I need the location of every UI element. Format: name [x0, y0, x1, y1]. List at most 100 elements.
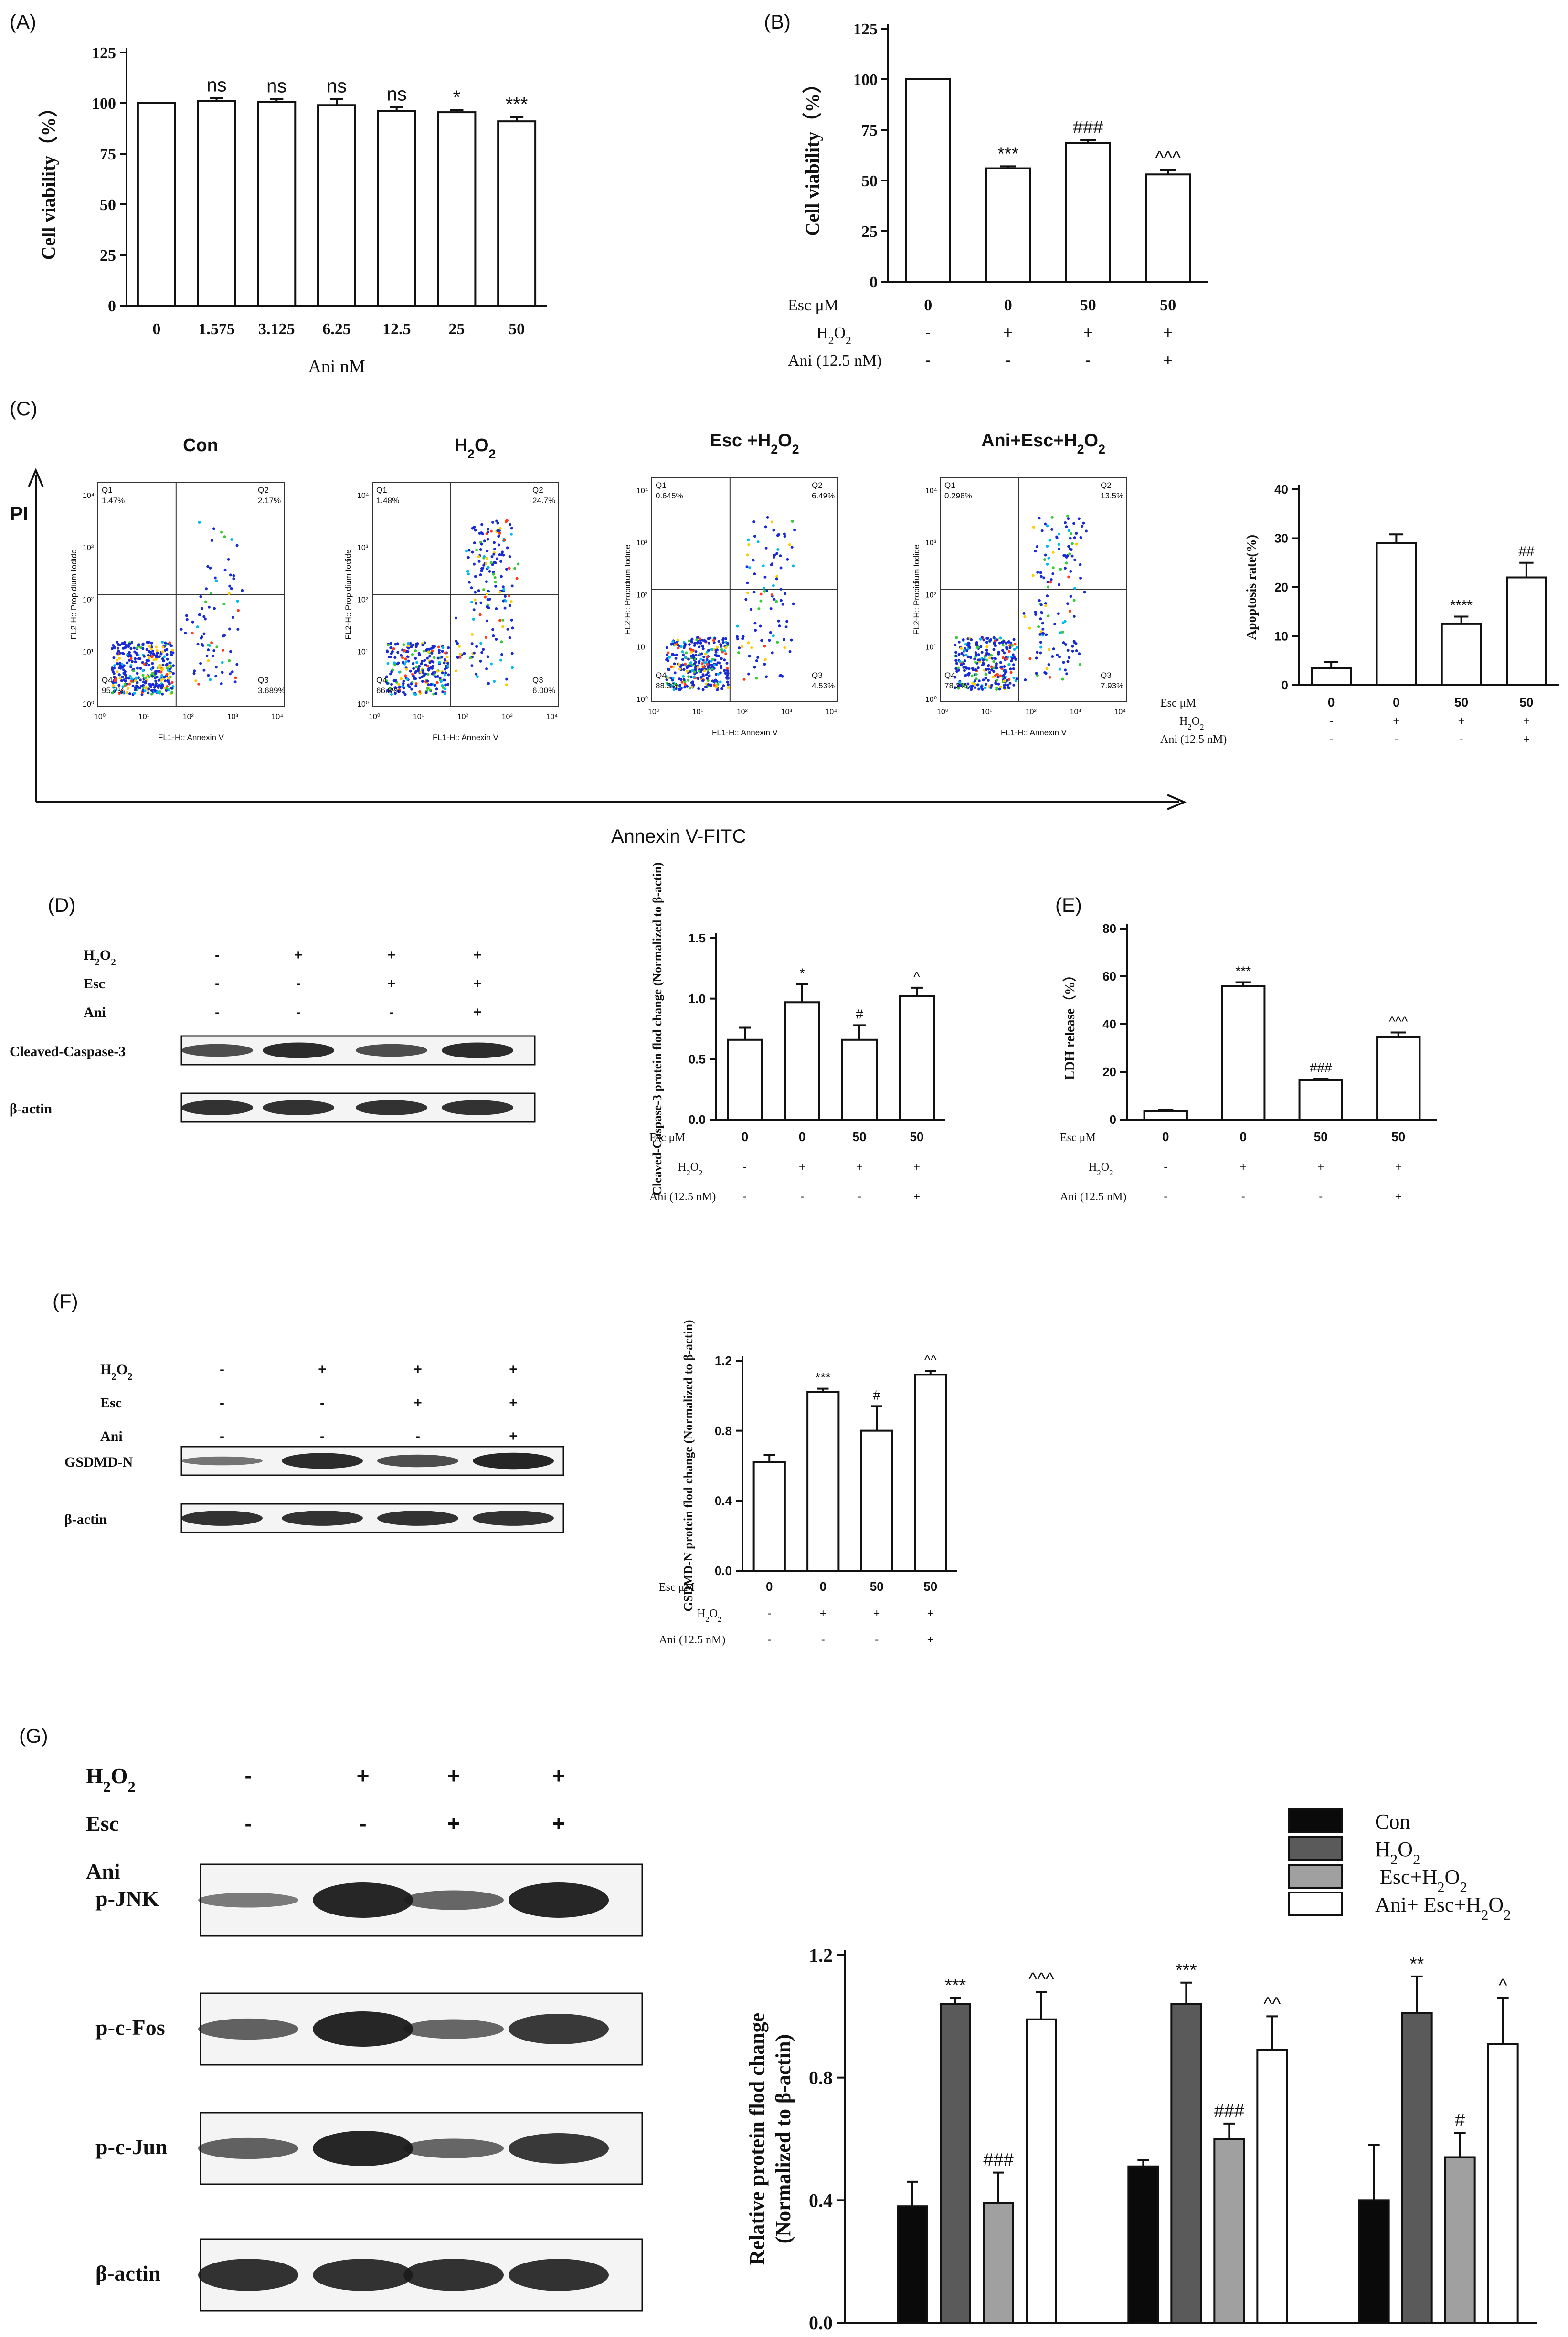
event-dot: [498, 553, 501, 556]
quadrant-name: Q3: [812, 671, 823, 680]
event-dot: [161, 683, 164, 687]
event-dot: [752, 559, 755, 562]
blot-condition-value: -: [359, 1811, 366, 1836]
event-dot: [665, 646, 668, 649]
y-axis-title: Cell viability（%）: [802, 74, 823, 236]
event-dot: [1057, 543, 1060, 546]
event-dot: [671, 677, 675, 680]
significance-mark: ^^: [924, 1353, 937, 1367]
event-dot: [426, 679, 429, 683]
event-dot: [1070, 542, 1074, 545]
protein-band: [509, 2133, 609, 2164]
quadrant-name: Q4: [102, 676, 113, 685]
event-dot: [756, 540, 760, 544]
event-dot: [976, 666, 980, 670]
x-tick-label: 50: [923, 1579, 937, 1594]
event-dot: [975, 641, 978, 644]
x-tick-label: p-JNK: [945, 2333, 1009, 2337]
event-dot: [501, 625, 505, 628]
event-dot: [112, 644, 115, 647]
event-dot: [143, 662, 146, 666]
event-dot: [168, 688, 171, 692]
event-dot: [214, 666, 218, 669]
event-dot: [1005, 670, 1008, 674]
protein-band: [313, 2259, 413, 2291]
event-dot: [476, 675, 479, 678]
y-tick-label: 25: [100, 247, 116, 264]
event-dot: [389, 655, 392, 658]
event-dot: [964, 674, 967, 677]
event-dot: [781, 603, 784, 606]
flow-y-tick: 10¹: [83, 648, 94, 656]
x-tick-label: 50: [1314, 1130, 1328, 1144]
condition-value: +: [1083, 324, 1093, 342]
event-dot: [206, 565, 210, 568]
condition-label: Ani (12.5 nM): [788, 352, 882, 370]
event-dot: [123, 682, 127, 686]
event-dot: [1009, 667, 1012, 671]
event-dot: [128, 692, 131, 696]
event-dot: [410, 687, 413, 691]
y-axis-title: GSDMD-N protein flod change (Normalized …: [681, 1320, 695, 1611]
event-dot: [976, 683, 979, 687]
flow-y-tick: 10⁰: [357, 700, 369, 709]
event-dot: [157, 678, 160, 682]
event-dot: [1007, 663, 1011, 666]
event-dot: [481, 532, 484, 535]
x-tick-label: 50: [1391, 1130, 1405, 1144]
event-dot: [1066, 602, 1070, 605]
event-dot: [1065, 555, 1068, 559]
event-dot: [495, 519, 498, 523]
protein-band: [509, 1882, 609, 1918]
significance-mark: ^^^: [1028, 1969, 1054, 1989]
event-dot: [437, 651, 441, 654]
event-dot: [994, 674, 997, 677]
protein-band: [198, 2259, 298, 2291]
significance-mark: ^^: [1263, 1994, 1281, 2014]
event-dot: [497, 535, 500, 538]
event-dot: [517, 562, 520, 566]
event-dot: [965, 649, 969, 653]
quadrant-percent: 13.5%: [1101, 491, 1123, 500]
event-dot: [127, 645, 130, 648]
bar: [897, 2205, 928, 2324]
flow-plot-title: Ani+Esc+H2O2: [981, 431, 1105, 456]
event-dot: [776, 641, 779, 644]
bar: [1145, 173, 1191, 283]
bar: [914, 1374, 947, 1572]
event-dot: [499, 560, 503, 563]
flow-x-tick: 10⁴: [271, 713, 283, 721]
event-dot: [119, 664, 122, 667]
event-dot: [230, 587, 233, 590]
event-dot: [1039, 645, 1043, 649]
event-dot: [197, 682, 201, 686]
event-dot: [153, 676, 157, 679]
event-dot: [710, 667, 714, 671]
condition-value: -: [800, 1190, 804, 1203]
event-dot: [1050, 528, 1054, 531]
event-dot: [127, 682, 131, 686]
event-dot: [123, 646, 126, 650]
significance-mark: ns: [387, 84, 407, 105]
blot-condition-value: +: [552, 1811, 565, 1836]
event-dot: [134, 679, 137, 683]
event-dot: [470, 586, 473, 590]
event-dot: [1058, 655, 1061, 658]
condition-value: +: [873, 1607, 880, 1620]
event-dot: [407, 646, 410, 650]
event-dot: [389, 687, 392, 690]
event-dot: [111, 684, 115, 687]
event-dot: [428, 661, 432, 664]
significance-mark: ***: [815, 1370, 831, 1385]
event-dot: [724, 652, 728, 656]
event-dot: [161, 692, 164, 696]
y-tick-label: 100: [92, 95, 116, 113]
x-tick-label: 50: [509, 320, 525, 338]
event-dot: [141, 647, 145, 650]
event-dot: [1023, 615, 1027, 618]
y-tick-label: 125: [853, 21, 878, 38]
event-dot: [420, 675, 424, 678]
event-dot: [1028, 657, 1032, 660]
flow-y-tick: 10²: [636, 591, 648, 599]
event-dot: [987, 667, 990, 671]
